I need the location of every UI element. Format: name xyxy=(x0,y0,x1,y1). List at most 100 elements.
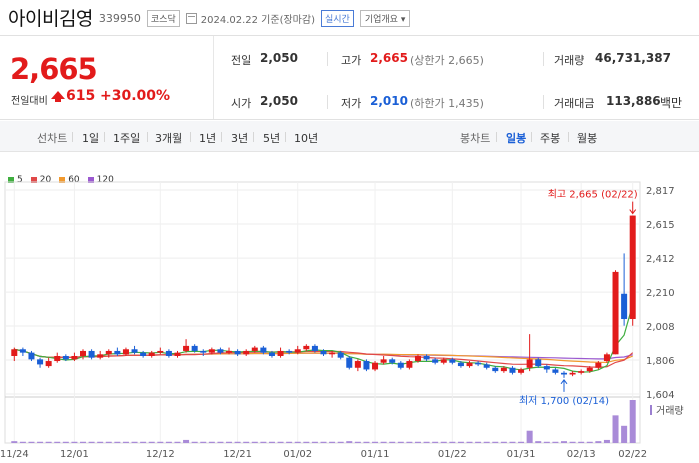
divider xyxy=(253,132,254,142)
legend-item-ma20[interactable]: 20 xyxy=(30,175,51,185)
candle-body xyxy=(423,355,430,360)
amount-label: 거래대금 xyxy=(554,97,595,110)
divider xyxy=(568,132,569,142)
candle-body xyxy=(449,359,456,363)
legend-swatch xyxy=(8,177,14,183)
candle-body xyxy=(509,367,516,373)
volume-bar xyxy=(268,441,275,443)
candle-body xyxy=(208,349,215,353)
volume-bar xyxy=(148,441,155,443)
candle-body xyxy=(140,352,147,356)
legend-label: 120 xyxy=(96,175,114,185)
volume-bar xyxy=(414,441,421,443)
candle-body xyxy=(114,350,121,355)
range-3m[interactable]: 3개월 xyxy=(155,132,183,145)
volume-bar xyxy=(397,441,404,443)
range-5y[interactable]: 5년 xyxy=(263,132,281,145)
candle-body xyxy=(19,349,26,353)
realtime-button[interactable]: 실시간 xyxy=(321,9,354,27)
range-1w[interactable]: 1주일 xyxy=(113,132,141,145)
divider xyxy=(147,132,148,142)
volume-bar xyxy=(372,441,379,443)
divider xyxy=(543,52,544,66)
volume-bar xyxy=(578,441,585,443)
volume-bar xyxy=(466,441,473,443)
candle-body xyxy=(380,359,387,363)
range-1d[interactable]: 1일 xyxy=(82,132,100,145)
candle-monthly[interactable]: 월봉 xyxy=(577,132,598,145)
volume-bar xyxy=(440,441,447,443)
volume-bar xyxy=(45,441,52,443)
volume-bar xyxy=(234,441,241,443)
volume-bar xyxy=(277,441,284,443)
divider xyxy=(72,132,73,142)
x-tick-label: 01/02 xyxy=(283,449,312,460)
high-value: 2,665 xyxy=(370,51,408,65)
volume-bar xyxy=(286,441,293,443)
low-arrow-icon xyxy=(560,379,568,392)
change-percent: +30.00% xyxy=(100,88,171,104)
candle-body xyxy=(535,359,542,367)
candle-body xyxy=(88,350,95,358)
candle-body xyxy=(329,352,336,355)
prev-label: 전일 xyxy=(231,54,252,67)
y-tick-label: 1,604 xyxy=(646,390,675,401)
candle-body xyxy=(148,352,155,356)
lower-limit: (하한가 1,435) xyxy=(410,97,484,110)
candle-daily[interactable]: 일봉 xyxy=(506,132,527,145)
candle-body xyxy=(97,354,104,358)
upper-limit: (상한가 2,665) xyxy=(410,54,484,67)
candle-body xyxy=(294,349,301,353)
volume-bar xyxy=(612,415,619,443)
calendar-icon xyxy=(185,12,197,24)
candle-body xyxy=(406,361,413,368)
low-annotation: 최저 1,700 (02/14) xyxy=(519,395,609,407)
candle-body xyxy=(389,359,396,363)
volume-bar xyxy=(105,441,112,443)
candle-body xyxy=(217,349,224,353)
x-tick-label: 01/11 xyxy=(361,449,390,460)
legend-swatch xyxy=(59,177,66,183)
candle-body xyxy=(492,367,499,372)
price-chart[interactable]: 2,817 2,615 2,412 2,210 2,008 1,806 1,604 11/24… xyxy=(0,152,699,463)
candle-weekly[interactable]: 주봉 xyxy=(540,132,561,145)
volume-bar xyxy=(88,441,95,443)
legend-label: 60 xyxy=(68,175,80,185)
company-info-dropdown[interactable]: 기업개요 ▾ xyxy=(359,9,411,27)
volume-bar xyxy=(140,441,147,443)
volume-bar xyxy=(406,441,413,443)
volume-bar xyxy=(629,400,636,443)
volume-bar xyxy=(183,439,190,443)
volume-bar xyxy=(586,441,593,443)
legend-item-ma5[interactable]: 5 xyxy=(8,175,23,185)
stock-name: 아이비김영 xyxy=(8,7,93,30)
x-tick-label: 01/22 xyxy=(438,449,467,460)
range-1y[interactable]: 1년 xyxy=(199,132,217,145)
candle-body xyxy=(234,350,241,355)
candle-body xyxy=(303,345,310,350)
open-label: 시가 xyxy=(231,97,252,110)
volume-bar xyxy=(157,441,164,443)
volume-bar xyxy=(380,441,387,443)
volume-bar xyxy=(320,441,327,443)
volume-bar xyxy=(80,441,87,443)
volume-bar xyxy=(131,441,138,443)
volume-bar xyxy=(423,441,430,443)
candle-label: 봉차트 xyxy=(460,132,491,145)
low-label: 저가 xyxy=(341,97,362,110)
range-3y[interactable]: 3년 xyxy=(231,132,249,145)
candle-body xyxy=(45,361,52,367)
candle-body xyxy=(346,357,353,368)
volume-bar xyxy=(114,441,121,443)
legend-label: 5 xyxy=(17,175,23,185)
legend-item-ma60[interactable]: 60 xyxy=(59,175,80,185)
volume-bar xyxy=(243,441,250,443)
volume-bar xyxy=(19,441,26,443)
candle-body xyxy=(286,350,293,353)
legend-item-ma120[interactable]: 120 xyxy=(87,175,114,185)
range-10y[interactable]: 10년 xyxy=(294,132,319,145)
candle-body xyxy=(226,350,233,353)
volume-bar xyxy=(483,441,490,443)
divider xyxy=(190,132,191,142)
prev-diff-label: 전일대비 xyxy=(11,96,48,107)
